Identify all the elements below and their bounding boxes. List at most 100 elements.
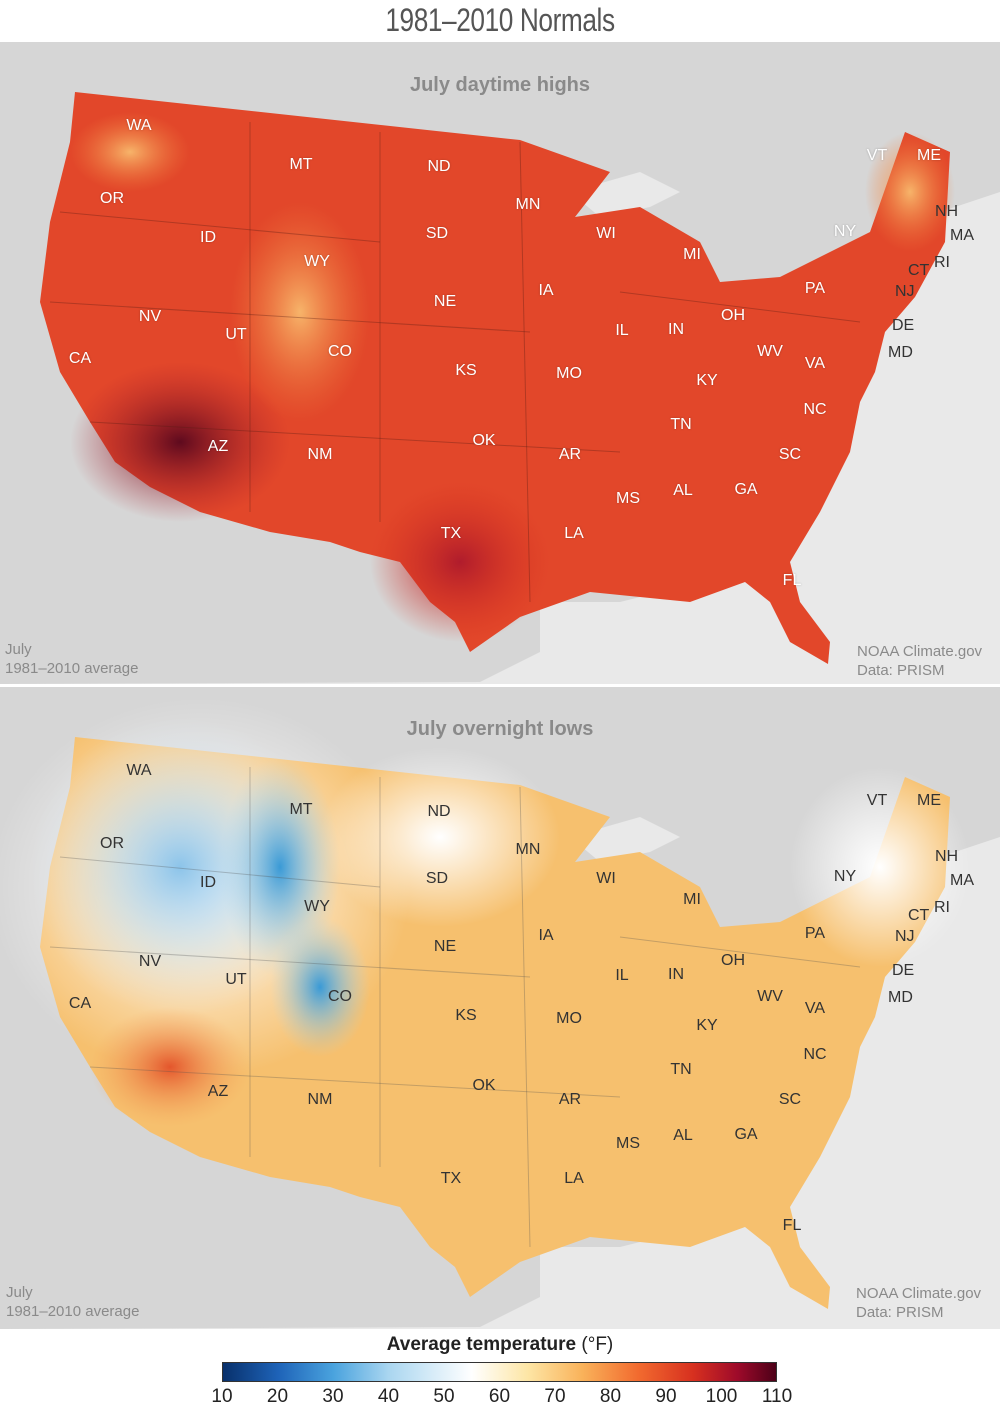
- note-month: July: [6, 1284, 33, 1301]
- state-label-ky: KY: [696, 372, 718, 389]
- state-label-ga: GA: [734, 481, 758, 498]
- cold-rockies-south: [270, 917, 370, 1057]
- map-lows: [0, 687, 1000, 1329]
- state-label-ri: RI: [934, 254, 950, 271]
- state-label-ok: OK: [472, 432, 496, 449]
- state-label-az: AZ: [207, 438, 229, 455]
- colorbar-tick: 90: [655, 1386, 677, 1407]
- state-label-de: DE: [892, 962, 915, 979]
- state-label-vt: VT: [866, 792, 888, 809]
- state-label-nj: NJ: [895, 283, 915, 300]
- state-label-fl: FL: [782, 572, 802, 589]
- panel-title: July daytime highs: [409, 74, 591, 96]
- lake-superior: [570, 172, 680, 217]
- state-label-ca: CA: [68, 350, 92, 367]
- state-label-co: CO: [328, 343, 352, 360]
- state-label-nc: NC: [803, 401, 827, 418]
- cool-mountains: [230, 202, 370, 422]
- state-label-ca: CA: [68, 995, 92, 1012]
- colorbar-tick: 30: [322, 1386, 344, 1407]
- state-label-ok: OK: [472, 1077, 496, 1094]
- state-label-mo: MO: [556, 1010, 582, 1027]
- state-label-ms: MS: [616, 490, 640, 507]
- colorbar-tick: 100: [705, 1386, 738, 1407]
- state-label-ga: GA: [734, 1126, 758, 1143]
- state-label-wv: WV: [757, 988, 783, 1005]
- state-label-co: CO: [328, 988, 352, 1005]
- state-label-ut: UT: [225, 971, 247, 988]
- state-label-nm: NM: [307, 446, 333, 463]
- state-label-id: ID: [200, 874, 216, 891]
- state-label-pa: PA: [804, 280, 826, 297]
- state-label-oh: OH: [721, 307, 745, 324]
- state-label-me: ME: [917, 792, 941, 809]
- colorbar-tick: 10: [211, 1386, 233, 1407]
- state-label-ks: KS: [455, 362, 477, 379]
- state-label-ms: MS: [616, 1135, 640, 1152]
- state-label-nh: NH: [935, 203, 959, 220]
- colorbar-tick: 60: [488, 1386, 511, 1407]
- state-label-tn: TN: [670, 416, 692, 433]
- state-label-ky: KY: [696, 1017, 718, 1034]
- state-label-nh: NH: [935, 848, 959, 865]
- note-credit: NOAA Climate.gov: [857, 643, 983, 660]
- state-label-ar: AR: [558, 1091, 582, 1108]
- note-month: July: [5, 641, 32, 658]
- note-source: Data: PRISM: [857, 662, 945, 679]
- state-label-pa: PA: [804, 925, 826, 942]
- state-label-mo: MO: [556, 365, 582, 382]
- state-label-ct: CT: [908, 907, 930, 924]
- state-label-sc: SC: [778, 446, 802, 463]
- state-label-nv: NV: [138, 953, 162, 970]
- state-label-nd: ND: [427, 158, 451, 175]
- colorbar-tick: 70: [544, 1386, 566, 1407]
- state-label-nv: NV: [138, 308, 162, 325]
- note-left: July 1981–2010 average: [6, 1283, 139, 1321]
- state-label-oh: OH: [721, 952, 745, 969]
- mild-plains: [320, 747, 560, 927]
- state-label-wv: WV: [757, 343, 783, 360]
- state-label-sc: SC: [778, 1091, 802, 1108]
- state-label-mi: MI: [683, 246, 701, 263]
- state-label-nm: NM: [307, 1091, 333, 1108]
- note-period: 1981–2010 average: [6, 1303, 140, 1320]
- state-label-or: OR: [100, 835, 124, 852]
- legend-title: Average temperature (°F): [0, 1334, 1000, 1356]
- hotspot-southwest: [70, 362, 290, 522]
- state-label-wi: WI: [596, 225, 616, 242]
- state-label-sd: SD: [425, 225, 449, 242]
- state-label-ma: MA: [950, 227, 974, 244]
- state-label-wy: WY: [304, 253, 330, 270]
- legend-unit: (°F): [576, 1334, 614, 1355]
- colorbar-tick: 110: [761, 1386, 793, 1407]
- state-label-ut: UT: [225, 326, 247, 343]
- colorbar-tick: 20: [266, 1386, 289, 1407]
- state-label-fl: FL: [782, 1217, 802, 1234]
- legend-title-text: Average temperature: [386, 1334, 577, 1355]
- colorbar-tick: 80: [599, 1386, 622, 1407]
- state-label-al: AL: [673, 482, 693, 499]
- state-label-va: VA: [804, 1000, 826, 1017]
- state-label-va: VA: [804, 355, 826, 372]
- gulf-water: [540, 1247, 880, 1329]
- state-label-in: IN: [668, 321, 684, 338]
- panel-title: July overnight lows: [406, 718, 594, 740]
- state-label-nj: NJ: [895, 928, 915, 945]
- mild-northeast: [790, 767, 970, 967]
- temperature-colorbar: [222, 1362, 777, 1382]
- state-label-nc: NC: [803, 1046, 827, 1063]
- state-label-ct: CT: [908, 262, 930, 279]
- map-panel-highs: July daytime highs July 1981–2010 averag…: [0, 42, 1000, 684]
- note-right: NOAA Climate.gov Data: PRISM: [856, 1284, 981, 1322]
- state-label-md: MD: [888, 344, 913, 361]
- state-label-wi: WI: [596, 870, 616, 887]
- state-label-wa: WA: [126, 117, 152, 134]
- state-label-wa: WA: [126, 762, 152, 779]
- state-label-md: MD: [888, 989, 913, 1006]
- map-highs: [0, 42, 1000, 684]
- state-label-mn: MN: [515, 196, 541, 213]
- state-label-ks: KS: [455, 1007, 477, 1024]
- state-label-in: IN: [668, 966, 684, 983]
- state-label-ri: RI: [934, 899, 950, 916]
- lake-superior: [570, 817, 680, 862]
